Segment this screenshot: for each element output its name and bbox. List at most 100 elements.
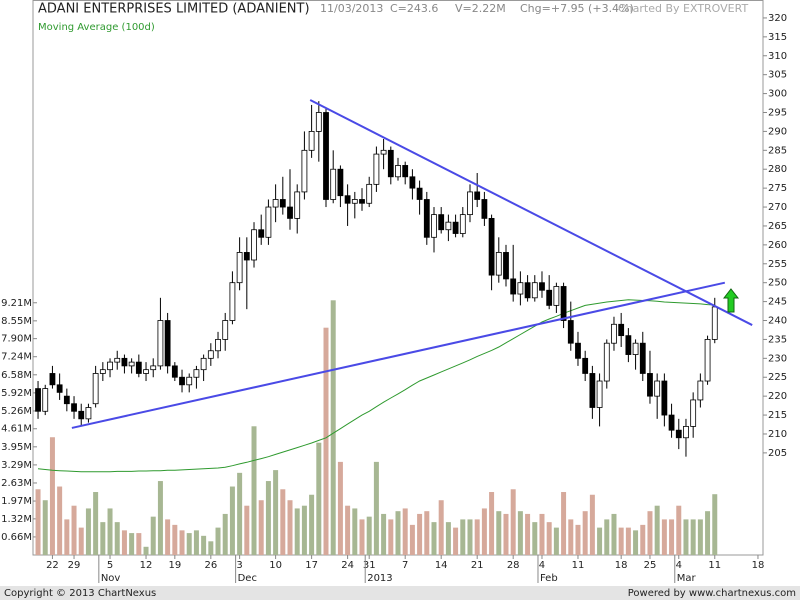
candle-body [603,342,610,382]
volume-bar [258,500,264,555]
candle-body [517,282,524,295]
volume-bar [417,513,423,555]
y-tick-label: 240 [768,316,787,327]
candle-body [135,361,142,374]
candle-body [618,323,625,337]
volume-bar [222,513,228,555]
candle-body [200,357,207,371]
candle-body [258,229,265,238]
candle-body [668,414,675,431]
y-tick-label: 235 [768,334,787,345]
volume-bar [604,519,610,555]
volume-bar [582,511,588,555]
volume-bar [431,522,437,555]
volume-bar [669,519,675,555]
volume-bar [575,524,581,555]
y2-tick-label: 6.58M [1,370,32,381]
candle-body [539,282,545,291]
y-tick-label: 315 [768,32,787,43]
candle-body [337,168,344,197]
y2-tick-label: 1.32M [1,514,32,525]
x-tick-label: 11 [572,560,585,571]
volume-bar [287,500,293,555]
candle-body [49,373,56,386]
candle-body [711,306,718,340]
x-tick-label: 14 [435,560,448,571]
volume-bar [539,513,545,555]
y-tick-label: 230 [768,353,787,364]
candle-body [423,199,430,238]
volume-bar [561,492,567,555]
candle-body [99,369,106,374]
volume-bar [402,508,408,555]
info-close: C=243.6 [390,2,438,15]
y2-tick-label: 7.24M [1,352,32,363]
footer-band [0,586,800,600]
candle-body [157,320,164,367]
volume-bar [618,527,624,555]
x-tick-label: 22 [46,560,59,571]
candle-body [359,199,365,204]
volume-bar [85,508,91,555]
month-label: Feb [540,573,558,584]
candle-body [445,221,452,231]
volume-bar [208,541,214,555]
volume-bar [251,426,257,555]
chart-title: ADANI ENTERPRISES LIMITED (ADANIENT) [38,2,310,17]
y-tick-label: 260 [768,240,787,251]
candle-body [186,376,193,386]
volume-bar [503,513,509,555]
x-tick-label: 26 [204,560,217,571]
volume-bar [121,530,127,555]
volume-bar [676,505,682,555]
candle-body [575,342,581,359]
up-arrow [722,288,740,313]
candle-body [92,373,99,405]
volume-bar [215,527,221,555]
volume-bar [496,511,502,555]
volume-bar [359,519,365,555]
volume-bar [517,511,523,555]
volume-bar [438,500,444,555]
volume-bar [705,511,711,555]
candle-body [330,168,337,200]
volume-bar [229,486,235,555]
info-change: Chg=+7.95 (+3.4%) [520,2,634,15]
volume-bar [597,527,603,555]
y-tick-label: 270 [768,202,787,213]
trend-line [309,99,753,326]
volume-bar [136,533,142,555]
volume-bar [57,486,63,555]
x-tick-label: 31 [363,560,376,571]
volume-bar [143,546,149,555]
y-tick-label: 280 [768,164,787,175]
candle-body [121,357,128,367]
y-tick-label: 210 [768,429,787,440]
candle-body [510,278,517,295]
candle-body [639,342,646,374]
candle-body [546,289,553,306]
candle-body [279,199,286,208]
candle-body [344,195,351,204]
candle-body [459,214,466,234]
volume-bar [366,516,372,555]
candle-body [215,339,221,352]
candle-body [416,187,423,200]
candle-body [697,380,704,401]
volume-bar [474,519,480,555]
x-tick-label: 5 [107,560,113,571]
candle-body [265,206,272,238]
candle-body [179,376,185,386]
x-tick-label: 25 [644,560,657,571]
volume-bar [640,524,646,555]
candle-body [143,369,149,374]
y-tick-label: 205 [768,448,787,459]
candle-body [236,252,243,284]
volume-bar [129,533,135,555]
volume-bar [510,489,516,555]
ma-line [37,299,715,473]
y2-tick-label: 5.26M [1,406,32,417]
volume-bar [323,327,329,555]
candle-body [647,373,653,397]
y2-tick-label: 2.63M [1,478,32,489]
